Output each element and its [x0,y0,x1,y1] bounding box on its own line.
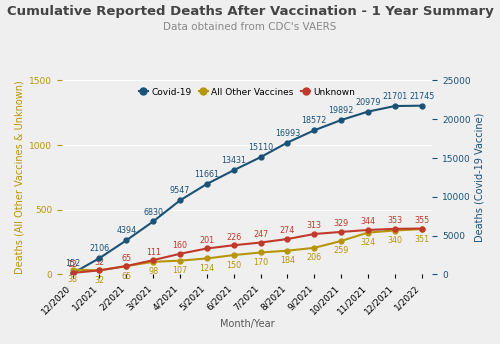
Unknown [177,252,183,256]
Y-axis label: Deaths (All Other Vaccines & Unknown): Deaths (All Other Vaccines & Unknown) [15,80,25,274]
All Other Vaccines [230,253,236,257]
Covid-19 [284,140,290,144]
Covid-19 [258,155,264,159]
Text: 11661: 11661 [194,170,220,179]
Unknown [124,264,130,268]
Text: 32: 32 [94,258,104,267]
Text: 344: 344 [360,217,376,226]
Text: 13431: 13431 [221,156,246,165]
Unknown [150,258,156,262]
Text: 107: 107 [172,266,188,275]
Unknown [204,246,210,250]
Text: 259: 259 [334,247,349,256]
All Other Vaccines [365,230,371,235]
All Other Vaccines [177,259,183,263]
Covid-19 [365,110,371,114]
All Other Vaccines [150,260,156,264]
Covid-19 [338,118,344,122]
Unknown [284,237,290,241]
Unknown [338,230,344,234]
Text: 353: 353 [387,216,402,225]
Unknown [418,226,424,230]
Text: 19892: 19892 [328,106,354,115]
Line: Covid-19: Covid-19 [70,103,424,276]
Unknown [96,268,102,272]
Text: 6830: 6830 [143,207,163,216]
All Other Vaccines [70,268,75,272]
Text: 12: 12 [68,260,78,269]
Text: 65: 65 [122,271,132,281]
Text: 274: 274 [280,226,295,236]
Text: 206: 206 [306,253,322,262]
Text: 15110: 15110 [248,143,273,152]
Text: 247: 247 [253,230,268,239]
Covid-19 [177,198,183,202]
Covid-19 [124,238,130,243]
Line: Unknown: Unknown [70,226,424,275]
Covid-19 [96,256,102,260]
Text: 2106: 2106 [90,244,110,253]
X-axis label: Month/Year: Month/Year [220,319,274,329]
Text: Data obtained from CDC's VAERS: Data obtained from CDC's VAERS [164,22,336,32]
Text: 21745: 21745 [409,92,434,101]
Text: 152: 152 [65,259,80,268]
All Other Vaccines [204,256,210,260]
Unknown [70,271,75,275]
Text: 355: 355 [414,216,429,225]
Text: 32: 32 [94,276,104,285]
All Other Vaccines [258,250,264,255]
Text: 150: 150 [226,261,242,270]
All Other Vaccines [96,268,102,272]
All Other Vaccines [418,227,424,231]
Text: 65: 65 [122,254,132,262]
Text: 170: 170 [253,258,268,267]
Text: 351: 351 [414,235,429,244]
Covid-19 [204,182,210,186]
Y-axis label: Deaths (Covid-19 Vaccine): Deaths (Covid-19 Vaccine) [475,113,485,242]
Text: 329: 329 [334,219,348,228]
Unknown [311,232,317,236]
All Other Vaccines [392,228,398,233]
Covid-19 [70,271,75,276]
Text: 313: 313 [306,222,322,230]
Unknown [392,227,398,231]
All Other Vaccines [338,239,344,243]
Legend: Covid-19, All Other Vaccines, Unknown: Covid-19, All Other Vaccines, Unknown [136,85,358,99]
Text: 124: 124 [200,264,214,273]
Text: 201: 201 [200,236,214,245]
Unknown [230,243,236,247]
Text: 20979: 20979 [355,98,380,107]
Text: 98: 98 [148,267,158,276]
All Other Vaccines [124,264,130,268]
Covid-19 [311,128,317,132]
Line: All Other Vaccines: All Other Vaccines [70,227,424,273]
Text: 38: 38 [68,275,78,284]
Covid-19 [392,104,398,108]
Covid-19 [230,168,236,172]
All Other Vaccines [311,246,317,250]
Text: 324: 324 [360,238,376,247]
Text: Cumulative Reported Deaths After Vaccination - 1 Year Summary: Cumulative Reported Deaths After Vaccina… [6,5,494,18]
Unknown [365,228,371,232]
Covid-19 [418,104,424,108]
Text: 111: 111 [146,248,160,257]
Covid-19 [150,219,156,224]
Unknown [258,240,264,245]
Text: 4394: 4394 [116,226,136,235]
Text: 184: 184 [280,256,295,265]
Text: 226: 226 [226,233,242,242]
Text: 18572: 18572 [302,116,327,125]
Text: 16993: 16993 [275,129,300,138]
Text: 160: 160 [172,241,188,250]
All Other Vaccines [284,249,290,253]
Text: 9547: 9547 [170,186,190,195]
Text: 340: 340 [388,236,402,245]
Text: 21701: 21701 [382,92,407,101]
